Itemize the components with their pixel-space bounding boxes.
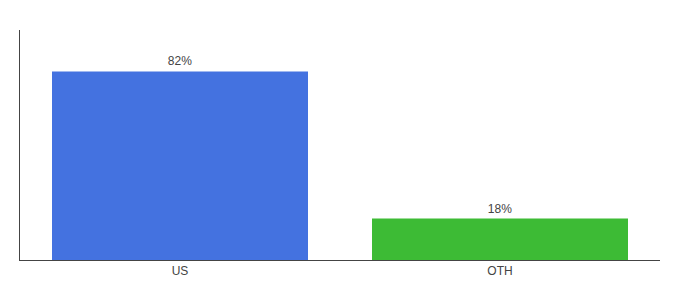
svg-text:82%: 82% <box>168 54 192 68</box>
svg-text:US: US <box>172 264 189 278</box>
svg-text:18%: 18% <box>488 202 512 216</box>
svg-text:OTH: OTH <box>487 264 512 278</box>
